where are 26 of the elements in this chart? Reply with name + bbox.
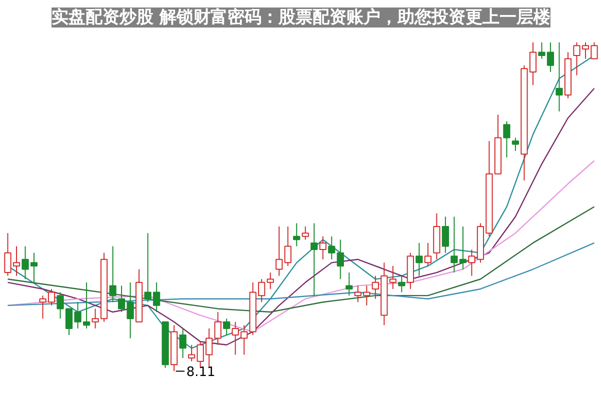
candlestick: [223, 318, 230, 336]
candlestick: [310, 222, 318, 296]
candlestick: [336, 239, 344, 280]
candlestick: [276, 226, 283, 276]
candlestick: [293, 222, 300, 247]
chart-title: 实盘配资炒股 解锁财富密码：股票配资账户，助您投资更上一层楼: [52, 8, 552, 28]
candlestick: [346, 272, 353, 296]
candlestick: [214, 312, 222, 346]
candlestick: [170, 324, 178, 372]
candlestick: [433, 212, 440, 260]
candlestick: [109, 246, 116, 303]
candlestick: [389, 265, 396, 290]
candlestick: [398, 275, 406, 293]
candlestick: [512, 137, 520, 152]
candlestick: [416, 242, 423, 276]
candlestick: [266, 272, 274, 290]
candlestick: [328, 236, 336, 260]
candlestick: [179, 328, 186, 359]
candlestick: [564, 52, 572, 99]
candlestick: [424, 242, 432, 266]
candlestick: [556, 42, 563, 112]
candlestick: [284, 226, 292, 266]
candlestick: [442, 216, 449, 254]
candlestick: [188, 344, 196, 362]
annotation: 8.11: [186, 365, 216, 380]
candlestick: [319, 236, 326, 260]
